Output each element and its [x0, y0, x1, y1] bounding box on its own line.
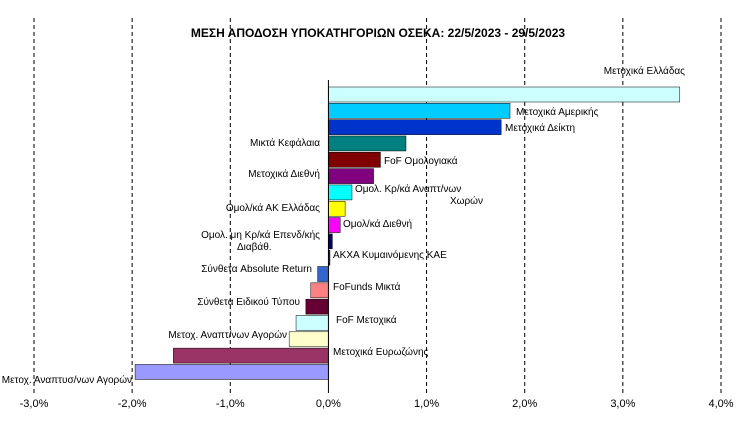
category-label: Μετοχικά Διεθνή [248, 168, 320, 180]
x-tick-label: 4,0% [708, 398, 733, 410]
category-label: Σύνθετα Ειδικού Τύπου [197, 296, 300, 308]
x-tick-label: -1,0% [216, 398, 245, 410]
category-label: Ομολ. μη Κρ/κά Επενδ/κής Διαβάθ. [201, 229, 320, 253]
category-label: Ομολ/κά Διεθνή [343, 218, 412, 230]
x-tick-label: 2,0% [512, 398, 537, 410]
bar [328, 103, 511, 119]
bar [328, 152, 381, 168]
bars [134, 86, 681, 380]
bar [328, 168, 374, 184]
chart-title: ΜΕΣΗ ΑΠΟΔΟΣΗ ΥΠΟΚΑΤΗΓΟΡΙΩΝ ΟΣΕΚΑ: 22/5/2… [191, 26, 566, 40]
bar [328, 86, 681, 103]
bar [295, 315, 329, 331]
bar [134, 364, 329, 380]
bar [305, 298, 329, 315]
bar [328, 135, 407, 152]
category-label: Μετοχικά Αμερικής [516, 106, 599, 118]
bar [328, 119, 502, 135]
bar [328, 217, 341, 233]
category-label: Σύνθετα Absolute Return [201, 263, 312, 275]
category-label: Ομολ. Κρ/κά Αναπτ/νων Χωρών [355, 183, 483, 207]
bar [310, 282, 329, 299]
category-label: Μετοχικά Δείκτη [505, 122, 575, 134]
x-tick-label: 1,0% [414, 398, 439, 410]
category-label: Μετοχ. Αναπτ/νων Αγορών [168, 329, 287, 341]
bar [317, 266, 329, 282]
category-label: Μετοχ. Αναπτυσ/νων Αγορών [2, 374, 132, 386]
category-label: FoF Μετοχικά [336, 314, 397, 326]
bar [328, 233, 333, 250]
bar [288, 331, 329, 348]
x-tick-label: -2,0% [118, 398, 147, 410]
category-label: ΑΚΧΑ Κυμαινόμενης ΚΑΕ [333, 249, 447, 261]
category-labels: Μετοχικά Ελλάδας Μετοχικά Αμερικής Μετοχικ… [2, 65, 685, 386]
category-label: Μετοχικά Ελλάδας [604, 65, 685, 77]
category-label: Μικτά Κεφάλαια [250, 137, 320, 149]
category-label: Μετοχικά Ευρωζώνης [333, 346, 429, 358]
x-tick-label: 3,0% [610, 398, 635, 410]
x-tick-labels: -3,0% -2,0% -1,0% 0,0% 1,0% 2,0% 3,0% 4,0% [20, 398, 734, 410]
category-label: FoF Ομολογιακά [384, 155, 458, 167]
x-tick-label: 0,0% [316, 398, 341, 410]
category-label: Ομολ/κά ΑΚ Ελλάδας [226, 202, 320, 214]
x-tick-label: -3,0% [20, 398, 49, 410]
category-label: FoFunds Μικτά [333, 281, 401, 293]
bar [173, 347, 329, 364]
bar [328, 184, 353, 201]
bar [328, 200, 346, 217]
